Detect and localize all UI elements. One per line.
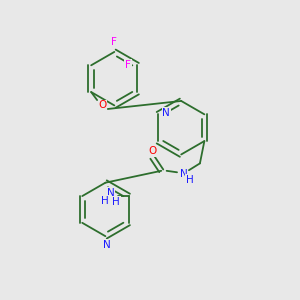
Text: N: N — [163, 108, 170, 118]
Text: N: N — [103, 239, 111, 250]
Text: O: O — [148, 146, 157, 157]
Text: F: F — [125, 60, 131, 70]
Text: H: H — [112, 197, 120, 207]
Text: N: N — [180, 169, 188, 179]
Text: H: H — [186, 175, 194, 185]
Text: F: F — [111, 38, 117, 47]
Text: N: N — [107, 188, 115, 197]
Text: H: H — [101, 196, 109, 206]
Text: O: O — [98, 100, 106, 110]
